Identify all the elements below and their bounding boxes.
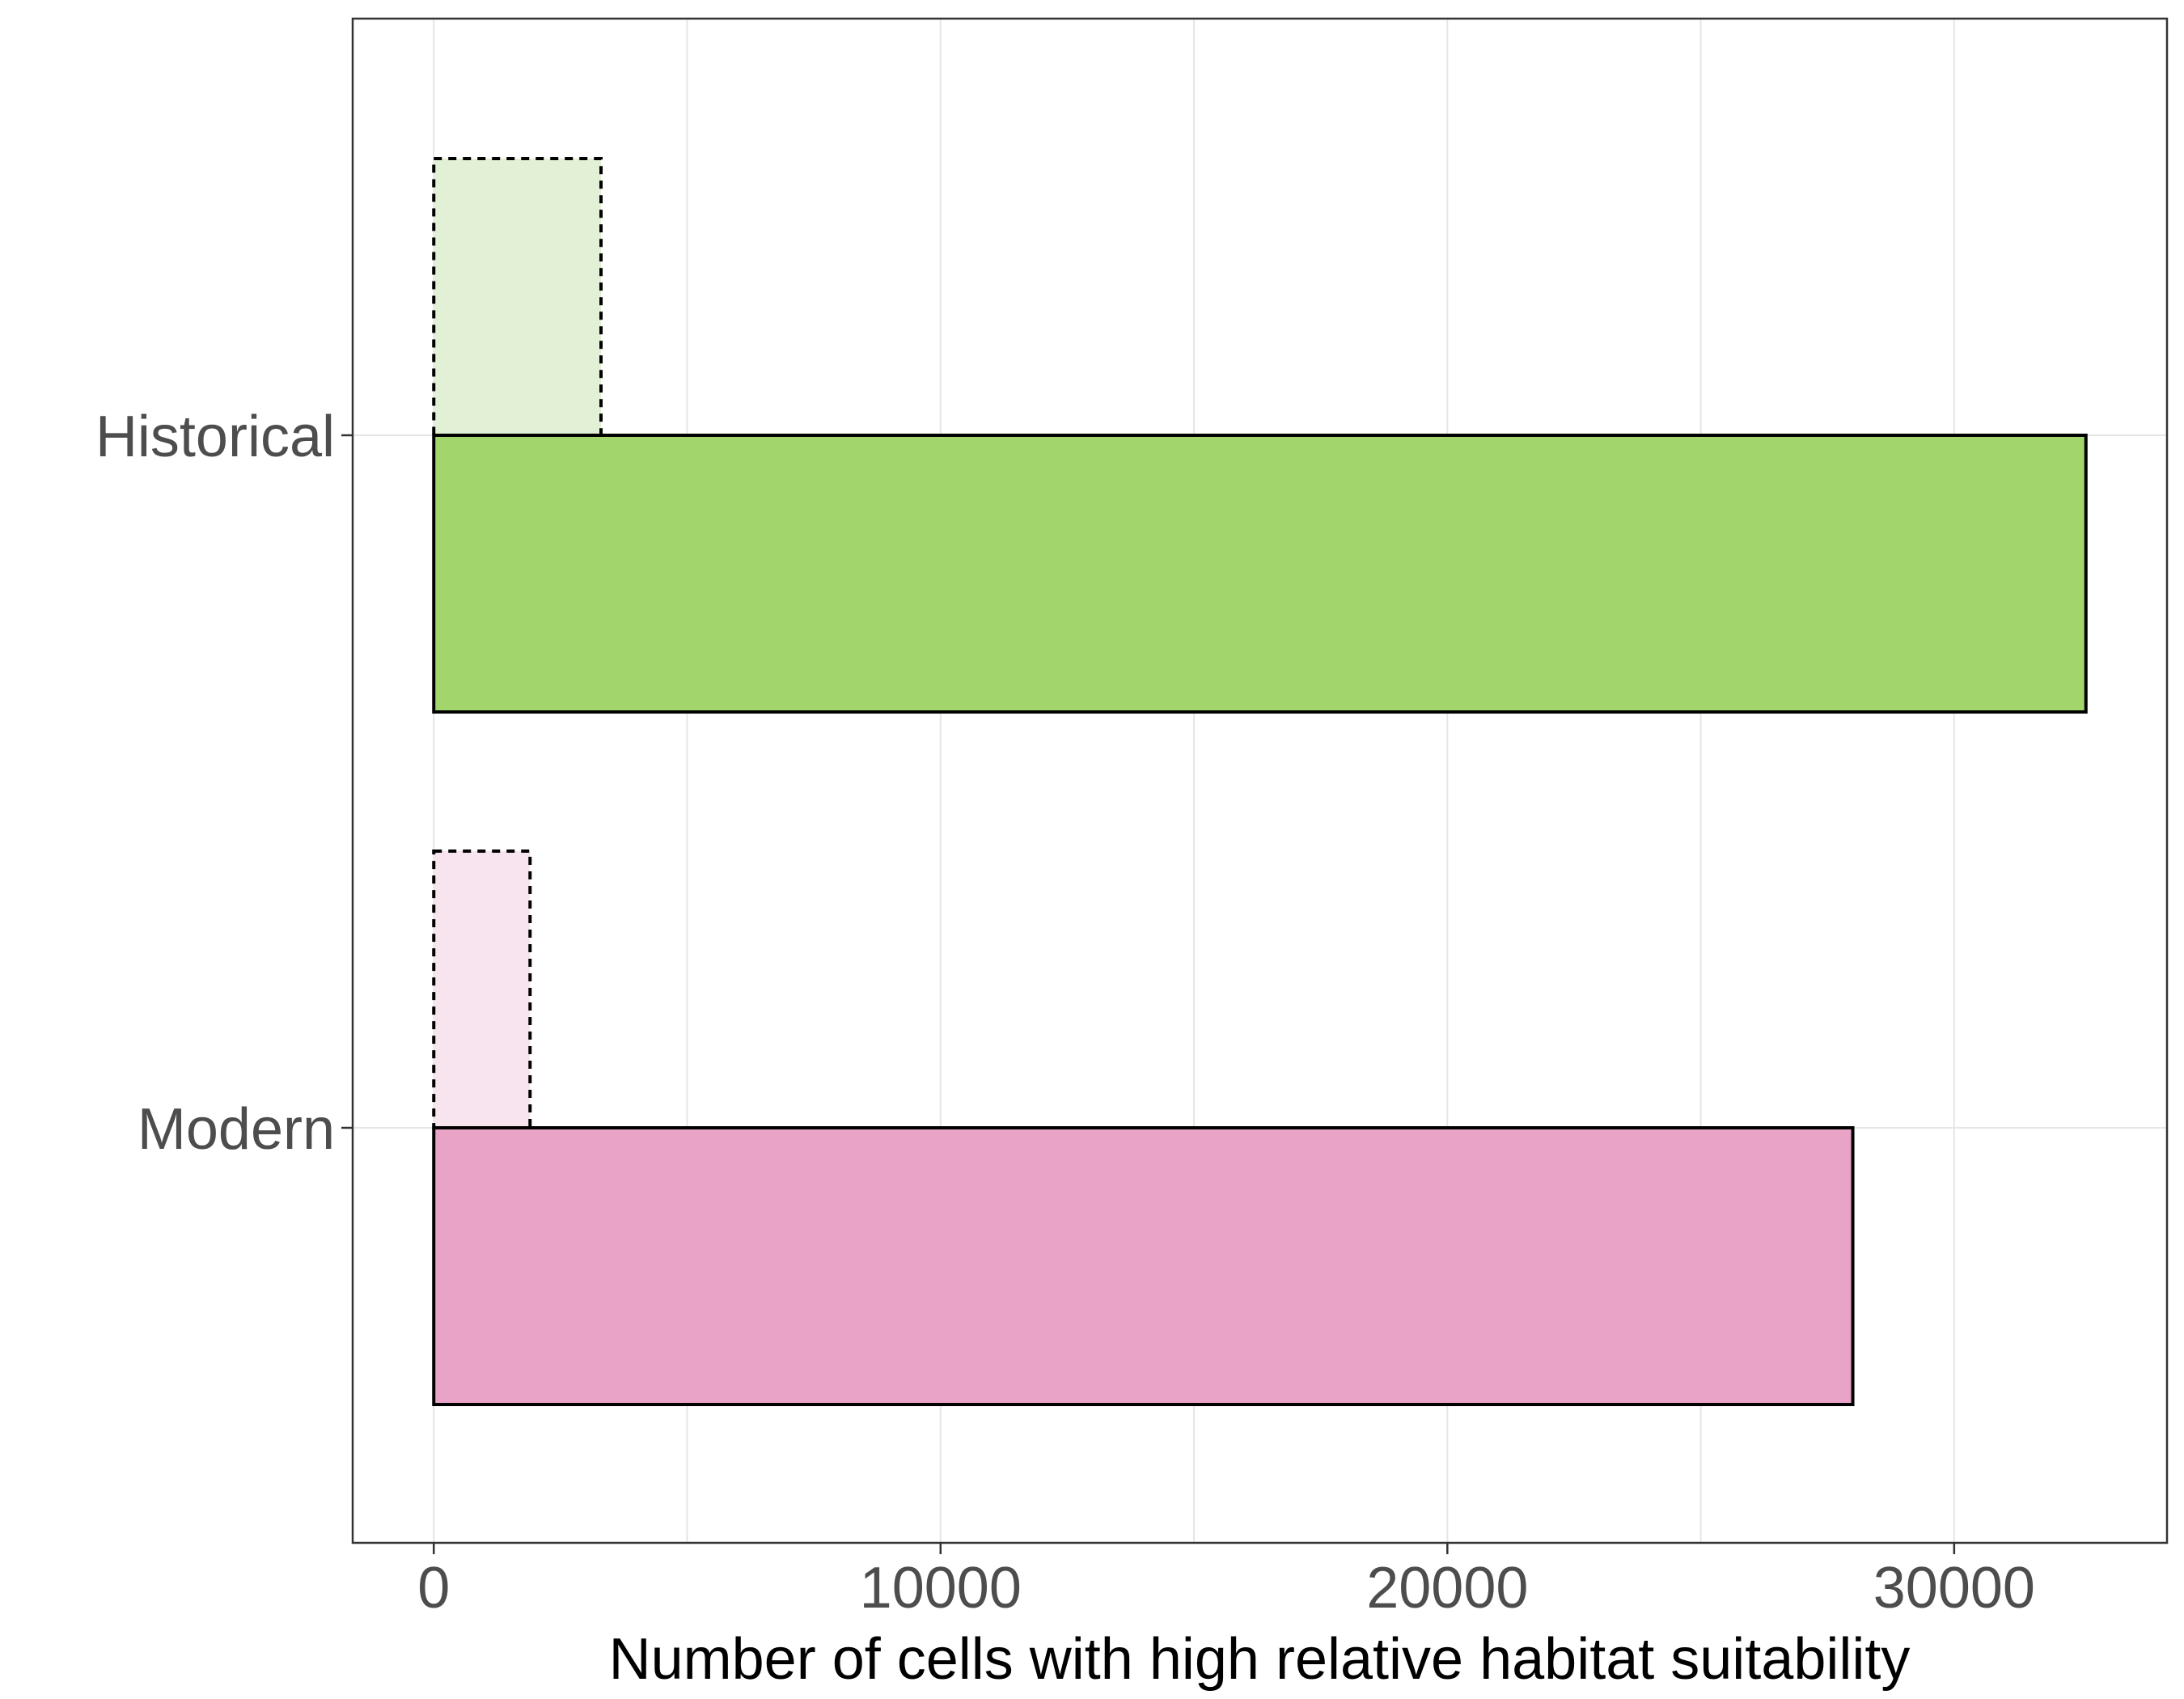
solid-bar-historical — [432, 434, 2088, 714]
x-tick-label: 20000 — [1366, 1556, 1528, 1621]
x-tick-labels: 0 10000 20000 30000 — [417, 1556, 2035, 1621]
solid-bar-modern — [432, 1126, 1855, 1406]
dashed-bar-modern — [432, 850, 532, 1129]
y-tick-label-historical: Historical — [95, 405, 335, 469]
x-axis-title: Number of cells with high relative habit… — [609, 1627, 1911, 1692]
x-tick-label: 10000 — [860, 1556, 1022, 1621]
x-tick-label: 0 — [417, 1556, 450, 1621]
x-tick-label: 30000 — [1873, 1556, 2035, 1621]
y-tick-label-modern: Modern — [138, 1097, 335, 1162]
panel-border — [351, 17, 2169, 1544]
bars — [432, 157, 2088, 1406]
axis-ticks — [341, 434, 1956, 1554]
dashed-bar-historical — [432, 157, 603, 437]
y-tick-labels: Historical Modern — [95, 405, 335, 1162]
